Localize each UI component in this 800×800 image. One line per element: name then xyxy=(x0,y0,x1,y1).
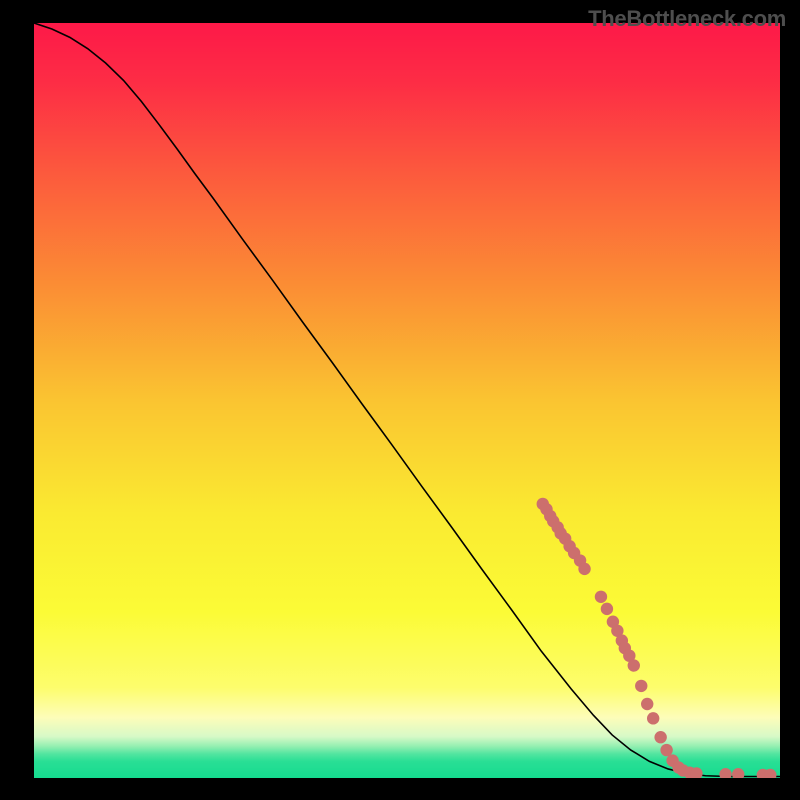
data-marker xyxy=(601,603,613,615)
data-marker xyxy=(641,698,653,710)
chart-overlay xyxy=(34,23,780,778)
data-markers xyxy=(537,498,777,778)
data-marker xyxy=(578,563,590,575)
data-marker xyxy=(654,731,666,743)
data-marker xyxy=(719,768,731,778)
data-marker xyxy=(660,744,672,756)
bottleneck-curve xyxy=(34,23,780,776)
data-marker xyxy=(647,712,659,724)
data-marker xyxy=(635,680,647,692)
data-marker xyxy=(628,659,640,671)
data-marker xyxy=(595,591,607,603)
watermark-text: TheBottleneck.com xyxy=(588,6,786,32)
data-marker xyxy=(732,768,744,778)
plot-area xyxy=(34,23,780,778)
